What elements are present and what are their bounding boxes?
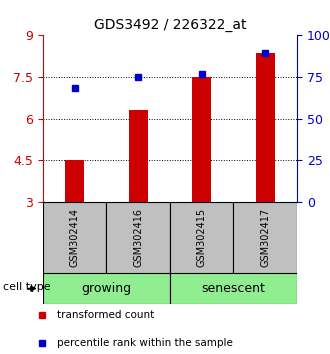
Text: senescent: senescent [202,282,265,295]
Bar [192,77,211,202]
Bar [256,53,275,202]
Bar [234,202,297,273]
Bar [43,202,106,273]
Bar [43,273,170,304]
Text: GSM302414: GSM302414 [70,208,80,267]
Text: percentile rank within the sample: percentile rank within the sample [57,338,233,348]
Text: growing: growing [82,282,131,295]
Bar [106,202,170,273]
Bar [170,273,297,304]
Text: GSM302415: GSM302415 [197,207,207,267]
Bar [170,202,234,273]
Title: GDS3492 / 226322_at: GDS3492 / 226322_at [94,18,246,32]
Text: GSM302417: GSM302417 [260,207,270,267]
Bar [65,160,84,202]
Text: cell type: cell type [3,282,51,292]
Text: GSM302416: GSM302416 [133,208,143,267]
Text: transformed count: transformed count [57,310,154,320]
Bar [129,110,148,202]
